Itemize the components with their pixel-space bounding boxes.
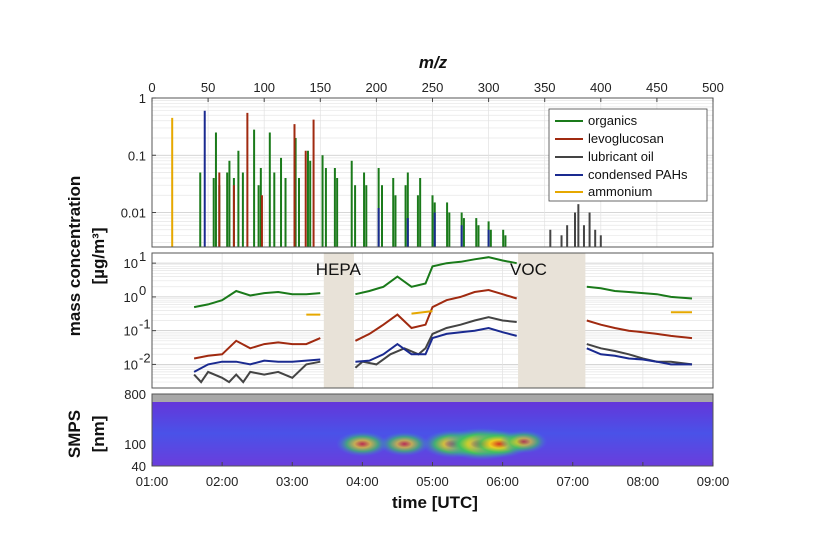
shaded-label-voc: VOC [510, 260, 547, 279]
line-ammonium [306, 310, 692, 316]
x-tick-label: 350 [534, 80, 556, 95]
x-tick-label: 03:00 [276, 474, 309, 489]
bottom-axis-label: time [UTC] [392, 493, 478, 512]
x-tick-label: 06:00 [486, 474, 519, 489]
smps-axis-label-line1: SMPS [65, 410, 84, 458]
x-tick-label: 450 [646, 80, 668, 95]
x-tick-label: 0 [148, 80, 155, 95]
plot-frame [151, 252, 714, 389]
line-condensed-PAHs [193, 326, 692, 373]
heatmap-hotspot [499, 430, 548, 454]
x-tick-label: 05:00 [416, 474, 449, 489]
line-levoglucosan [193, 288, 693, 360]
shaded-period-voc [518, 253, 586, 388]
y-tick-label: 100 [124, 437, 146, 452]
y-tick-exponent: -2 [139, 350, 151, 365]
heatmap-background [152, 394, 713, 466]
x-tick-label: 100 [253, 80, 275, 95]
y-axis-label-line2: [µg/m³] [89, 227, 108, 284]
y-tick-exponent: 1 [139, 249, 146, 264]
x-tick-label: 50 [201, 80, 215, 95]
smps-panel: 40 100 800 01:00 02:00 03:00 04:00 05:00 06:00 07… [124, 387, 729, 489]
x-tick-label: 07:00 [556, 474, 589, 489]
legend-label-ammonium: ammonium [588, 184, 652, 199]
x-tick-label: 150 [309, 80, 331, 95]
legend-label-levoglucosan: levoglucosan [588, 131, 664, 146]
x-tick-label: 04:00 [346, 474, 379, 489]
x-tick-label: 300 [478, 80, 500, 95]
y-tick-label: 10 [124, 324, 138, 339]
heatmap-hotspot [336, 431, 389, 457]
x-tick-label: 400 [590, 80, 612, 95]
y-tick-label: 0.1 [128, 148, 146, 163]
heatmap-hotspot [379, 431, 430, 456]
y-tick-label: 40 [132, 459, 146, 474]
x-tick-label: 200 [366, 80, 388, 95]
y-tick-label: 10 [124, 357, 138, 372]
x-tick-label: 08:00 [627, 474, 660, 489]
x-tick-label: 01:00 [136, 474, 169, 489]
y-tick-label: 10 [124, 256, 138, 271]
y-axis-label-line1: mass concentration [65, 176, 84, 337]
y-tick-label: 10 [124, 290, 138, 305]
y-tick-label: 800 [124, 387, 146, 402]
y-tick-exponent: 0 [139, 283, 146, 298]
shaded-period-hepa [323, 253, 354, 388]
legend-box [548, 108, 708, 202]
x-tick-label: 500 [702, 80, 724, 95]
top-axis-label: m/z [419, 53, 448, 72]
legend: organics levoglucosan lubricant oil cond… [548, 108, 708, 202]
smps-axis-label-line2: [nm] [89, 416, 108, 453]
x-tick-label: 250 [422, 80, 444, 95]
line-organics [193, 256, 693, 309]
y-tick-exponent: -1 [139, 317, 151, 332]
x-tick-label: 02:00 [206, 474, 239, 489]
legend-label-lubricant-oil: lubricant oil [588, 149, 654, 164]
heatmap-top-band [152, 394, 713, 402]
legend-label-condensed-pahs: condensed PAHs [588, 167, 688, 182]
x-tick-label: 09:00 [697, 474, 730, 489]
line-lubricant-oil [193, 316, 693, 384]
legend-label-organics: organics [588, 113, 638, 128]
shaded-label-hepa: HEPA [316, 260, 362, 279]
y-tick-label: 1 [139, 91, 146, 106]
y-tick-label: 0.01 [121, 206, 146, 221]
